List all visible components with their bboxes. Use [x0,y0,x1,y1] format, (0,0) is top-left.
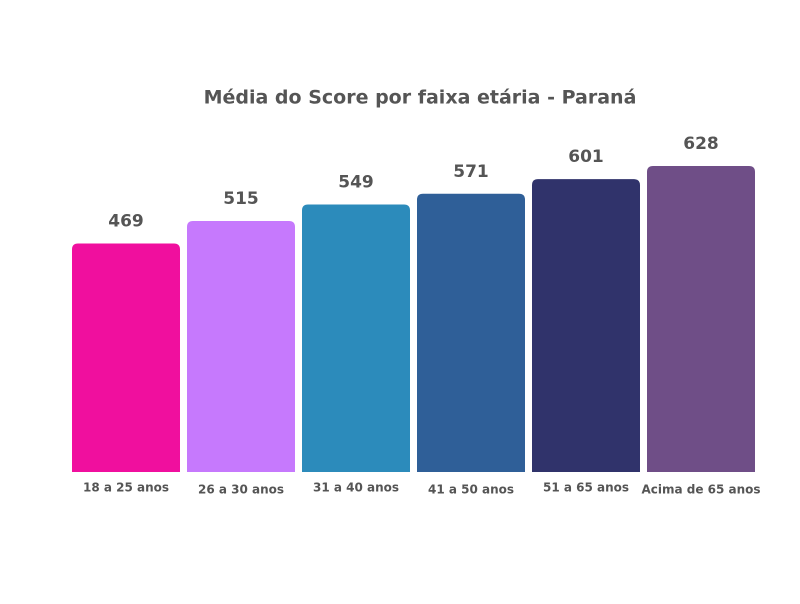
value-label: 601 [568,147,604,167]
x-tick-label: 31 a 40 anos [313,481,399,495]
x-tick-label: Acima de 65 anos [641,483,760,497]
x-tick-label: 26 a 30 anos [198,483,284,497]
bar [302,204,410,472]
value-label: 469 [108,211,144,231]
value-label: 549 [338,172,374,192]
bar [187,221,295,472]
bar [417,193,525,473]
x-tick-label: 41 a 50 anos [428,483,514,497]
value-label: 628 [683,134,719,154]
x-tick-label: 51 a 65 anos [543,481,629,495]
bar [647,166,755,472]
chart-title: Média do Score por faixa etária - Paraná [204,87,637,109]
bar [72,243,180,472]
bar [532,179,640,472]
x-tick-label: 18 a 25 anos [83,481,169,495]
value-label: 515 [223,189,259,209]
value-label: 571 [453,162,489,182]
